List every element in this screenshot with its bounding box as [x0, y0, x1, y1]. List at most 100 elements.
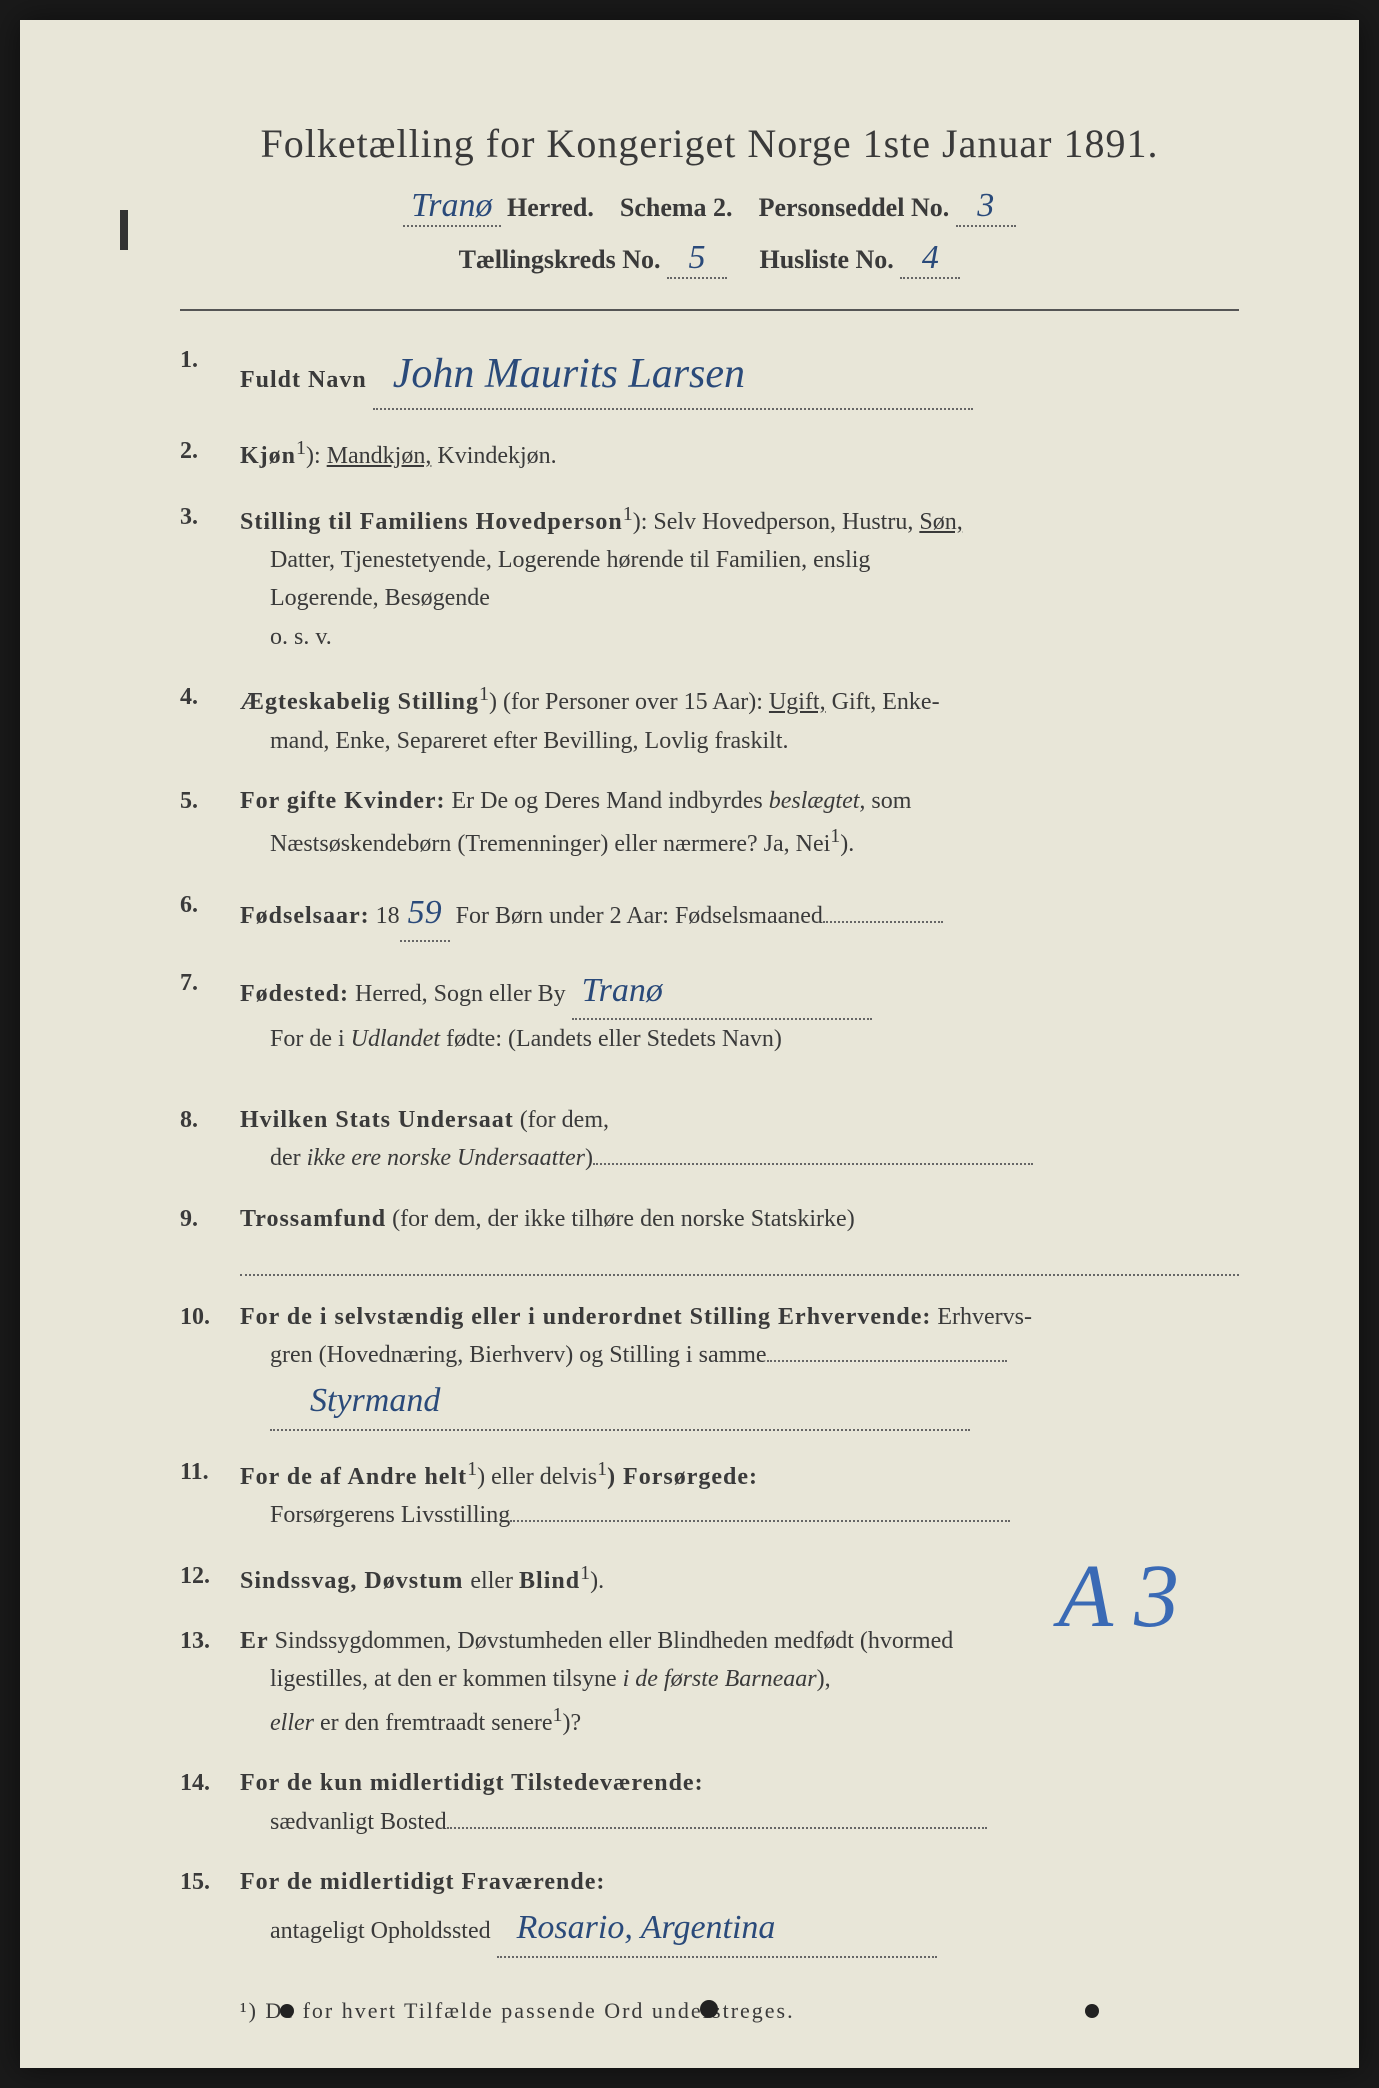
schema-label: Schema 2. — [620, 193, 733, 222]
item-4: 4. Ægteskabelig Stilling1) (for Personer… — [180, 678, 1239, 760]
full-name-value: John Maurits Larsen — [373, 341, 973, 410]
option-text: Kvindekjøn. — [437, 443, 556, 469]
field-label: Stilling til Familiens Hovedperson — [240, 509, 623, 535]
italic-text: ikke ere norske Undersaatter — [307, 1145, 585, 1171]
field-label: Fødested: — [240, 981, 349, 1007]
continuation-text: der ikke ere norske Undersaatter) — [240, 1139, 1239, 1177]
item-3: 3. Stilling til Familiens Hovedperson1):… — [180, 498, 1239, 657]
italic-text: eller — [270, 1710, 314, 1736]
ink-dot — [280, 2004, 294, 2018]
item-15: 15. For de midlertidigt Fraværende: anta… — [180, 1863, 1239, 1958]
field-text: Forsørgerens Livsstilling — [270, 1502, 510, 1528]
field-label: Ægteskabelig Stilling — [240, 689, 479, 715]
field-text: (for dem, — [514, 1107, 609, 1133]
item-11: 11. For de af Andre helt1) eller delvis1… — [180, 1453, 1239, 1535]
field-text: Gift, Enke- — [826, 689, 940, 715]
personseddel-no: 3 — [956, 187, 1016, 227]
field-text: ), — [817, 1666, 831, 1692]
item-number: 1. — [180, 341, 240, 410]
continuation-text: sædvanligt Bosted — [240, 1803, 1239, 1841]
field-text: fødte: (Landets eller Stedets Navn) — [440, 1026, 782, 1052]
field-text: Erhvervs- — [931, 1304, 1032, 1330]
item-14: 14. For de kun midlertidigt Tilstedevære… — [180, 1764, 1239, 1841]
subheader-line-2: Tællingskreds No. 5 Husliste No. 4 — [180, 239, 1239, 279]
item-body: For de kun midlertidigt Tilstedeværende:… — [240, 1764, 1239, 1841]
footnote-ref: 1 — [623, 503, 633, 525]
field-text: eller — [470, 1568, 519, 1594]
birth-year-value: 59 — [400, 886, 450, 942]
item-10: 10. For de i selvstændig eller i underor… — [180, 1298, 1239, 1431]
field-text: ): — [306, 443, 327, 469]
continuation-text: Logerende, Besøgende — [240, 579, 1239, 617]
margin-tick-mark — [120, 210, 128, 250]
item-number: 9. — [180, 1200, 240, 1276]
taellingskreds-label: Tællingskreds No. — [459, 245, 661, 274]
italic-text: i de første Barneaar — [623, 1666, 817, 1692]
field-label: Blind — [519, 1568, 580, 1594]
field-label: For de midlertidigt Fraværende: — [240, 1869, 605, 1895]
item-body: For de midlertidigt Fraværende: antageli… — [240, 1863, 1239, 1958]
field-text: ) (for Personer over 15 Aar): — [489, 689, 769, 715]
field-label: Fødselsaar: — [240, 903, 370, 929]
occupation-value: Styrmand — [270, 1374, 970, 1430]
item-5: 5. For gifte Kvinder: Er De og Deres Man… — [180, 782, 1239, 864]
item-7: 7. Fødested: Herred, Sogn eller By Tranø… — [180, 964, 1239, 1059]
husliste-label: Husliste No. — [759, 245, 893, 274]
item-body: For de af Andre helt1) eller delvis1) Fo… — [240, 1453, 1239, 1535]
field-text: gren (Hovednæring, Bierhverv) og Stillin… — [270, 1342, 767, 1368]
archive-mark: A 3 — [1058, 1545, 1179, 1648]
continuation-text: Næstsøskendebørn (Tremenninger) eller næ… — [240, 820, 1239, 863]
divider — [180, 309, 1239, 311]
field-text: ) — [585, 1145, 593, 1171]
item-body: Fuldt Navn John Maurits Larsen — [240, 341, 1239, 410]
item-number: 7. — [180, 964, 240, 1059]
option-selected: Mandkjøn, — [327, 443, 432, 469]
item-number: 14. — [180, 1764, 240, 1841]
continuation-text: Styrmand — [240, 1374, 1239, 1430]
item-body: Hvilken Stats Undersaat (for dem, der ik… — [240, 1101, 1239, 1178]
continuation-text: Datter, Tjenestetyende, Logerende hørend… — [240, 541, 1239, 579]
field-label: ) Forsørgede: — [607, 1464, 758, 1490]
item-number: 4. — [180, 678, 240, 760]
field-text: (for dem, der ikke tilhøre den norske St… — [386, 1206, 855, 1232]
item-number: 5. — [180, 782, 240, 864]
continuation-text: ligestilles, at den er kommen tilsyne i … — [240, 1660, 1239, 1698]
continuation-text: eller er den fremtraadt senere1)? — [240, 1699, 1239, 1742]
field-text: er den fremtraadt senere — [314, 1710, 553, 1736]
footnote-ref: 1 — [296, 437, 306, 459]
blank-line — [240, 1242, 1239, 1276]
field-text: ): Selv Hovedperson, Hustru, — [633, 509, 920, 535]
field-text: antageligt Opholdssted — [270, 1918, 491, 1944]
option-selected: Ugift, — [769, 689, 826, 715]
italic-text: Udlandet — [351, 1026, 440, 1052]
continuation-text: mand, Enke, Separeret efter Bevilling, L… — [240, 722, 1239, 760]
field-label: Fuldt Navn — [240, 367, 367, 393]
item-2: 2. Kjøn1): Mandkjøn, Kvindekjøn. — [180, 432, 1239, 475]
continuation-text: For de i Udlandet fødte: (Landets eller … — [240, 1020, 1239, 1058]
field-text: sædvanligt Bosted — [270, 1809, 447, 1835]
field-label: Trossamfund — [240, 1206, 386, 1232]
taellingskreds-no: 5 — [667, 239, 727, 279]
birthplace-value: Tranø — [572, 964, 872, 1020]
field-text: ) eller delvis — [477, 1464, 597, 1490]
continuation-text: gren (Hovednæring, Bierhverv) og Stillin… — [240, 1336, 1239, 1374]
item-number: 13. — [180, 1622, 240, 1742]
form-title: Folketælling for Kongeriget Norge 1ste J… — [180, 120, 1239, 167]
personseddel-label: Personseddel No. — [759, 193, 950, 222]
item-body: Stilling til Familiens Hovedperson1): Se… — [240, 498, 1239, 657]
field-label: For de i selvstændig eller i underordnet… — [240, 1304, 931, 1330]
field-label: For gifte Kvinder: — [240, 788, 446, 814]
field-text: )? — [563, 1710, 582, 1736]
item-9: 9. Trossamfund (for dem, der ikke tilhør… — [180, 1200, 1239, 1276]
blank-field — [447, 1827, 987, 1829]
footnote-ref: 1 — [467, 1458, 477, 1480]
field-label: For de kun midlertidigt Tilstedeværende: — [240, 1770, 704, 1796]
field-text: Herred, Sogn eller By — [349, 981, 566, 1007]
continuation-text: antageligt Opholdssted Rosario, Argentin… — [240, 1901, 1239, 1957]
field-label: Hvilken Stats Undersaat — [240, 1107, 514, 1133]
field-text: ). — [840, 831, 854, 857]
field-text: Er De og Deres Mand indbyrdes — [446, 788, 769, 814]
field-text: ligestilles, at den er kommen tilsyne — [270, 1666, 623, 1692]
item-number: 10. — [180, 1298, 240, 1431]
item-number: 2. — [180, 432, 240, 475]
